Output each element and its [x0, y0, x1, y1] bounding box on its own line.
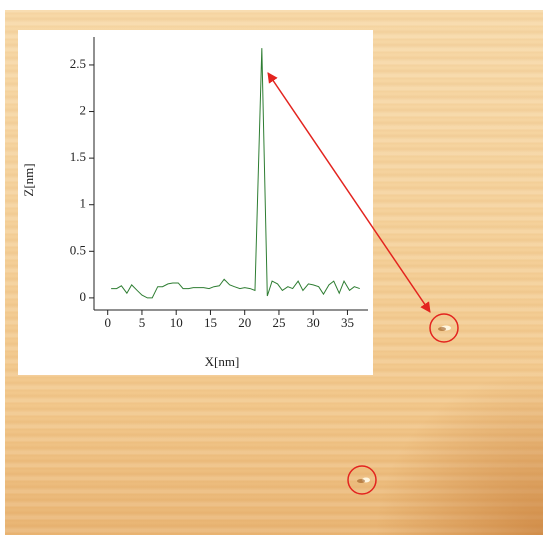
x-axis-label: X[nm]	[205, 354, 240, 369]
y-tick-label: 0	[80, 289, 87, 304]
annotation-arrow	[267, 72, 431, 313]
y-axis-label: Z[nm]	[21, 163, 36, 196]
x-tick-label: 30	[307, 315, 320, 330]
x-tick-label: 35	[341, 315, 354, 330]
x-tick-label: 10	[170, 315, 183, 330]
y-tick-label: 0.5	[70, 242, 86, 257]
y-tick-label: 2	[80, 103, 87, 118]
surface-feature	[438, 327, 446, 331]
x-tick-label: 25	[272, 315, 285, 330]
x-tick-label: 15	[204, 315, 217, 330]
y-tick-label: 1	[80, 196, 87, 211]
highlight-circle	[347, 465, 377, 495]
x-tick-label: 5	[139, 315, 146, 330]
inset-panel	[18, 30, 373, 375]
highlight-circle	[429, 313, 459, 343]
x-tick-label: 20	[238, 315, 251, 330]
surface-feature	[357, 479, 365, 483]
y-tick-label: 1.5	[70, 149, 86, 164]
x-tick-label: 0	[104, 315, 111, 330]
y-tick-label: 2.5	[70, 56, 86, 71]
